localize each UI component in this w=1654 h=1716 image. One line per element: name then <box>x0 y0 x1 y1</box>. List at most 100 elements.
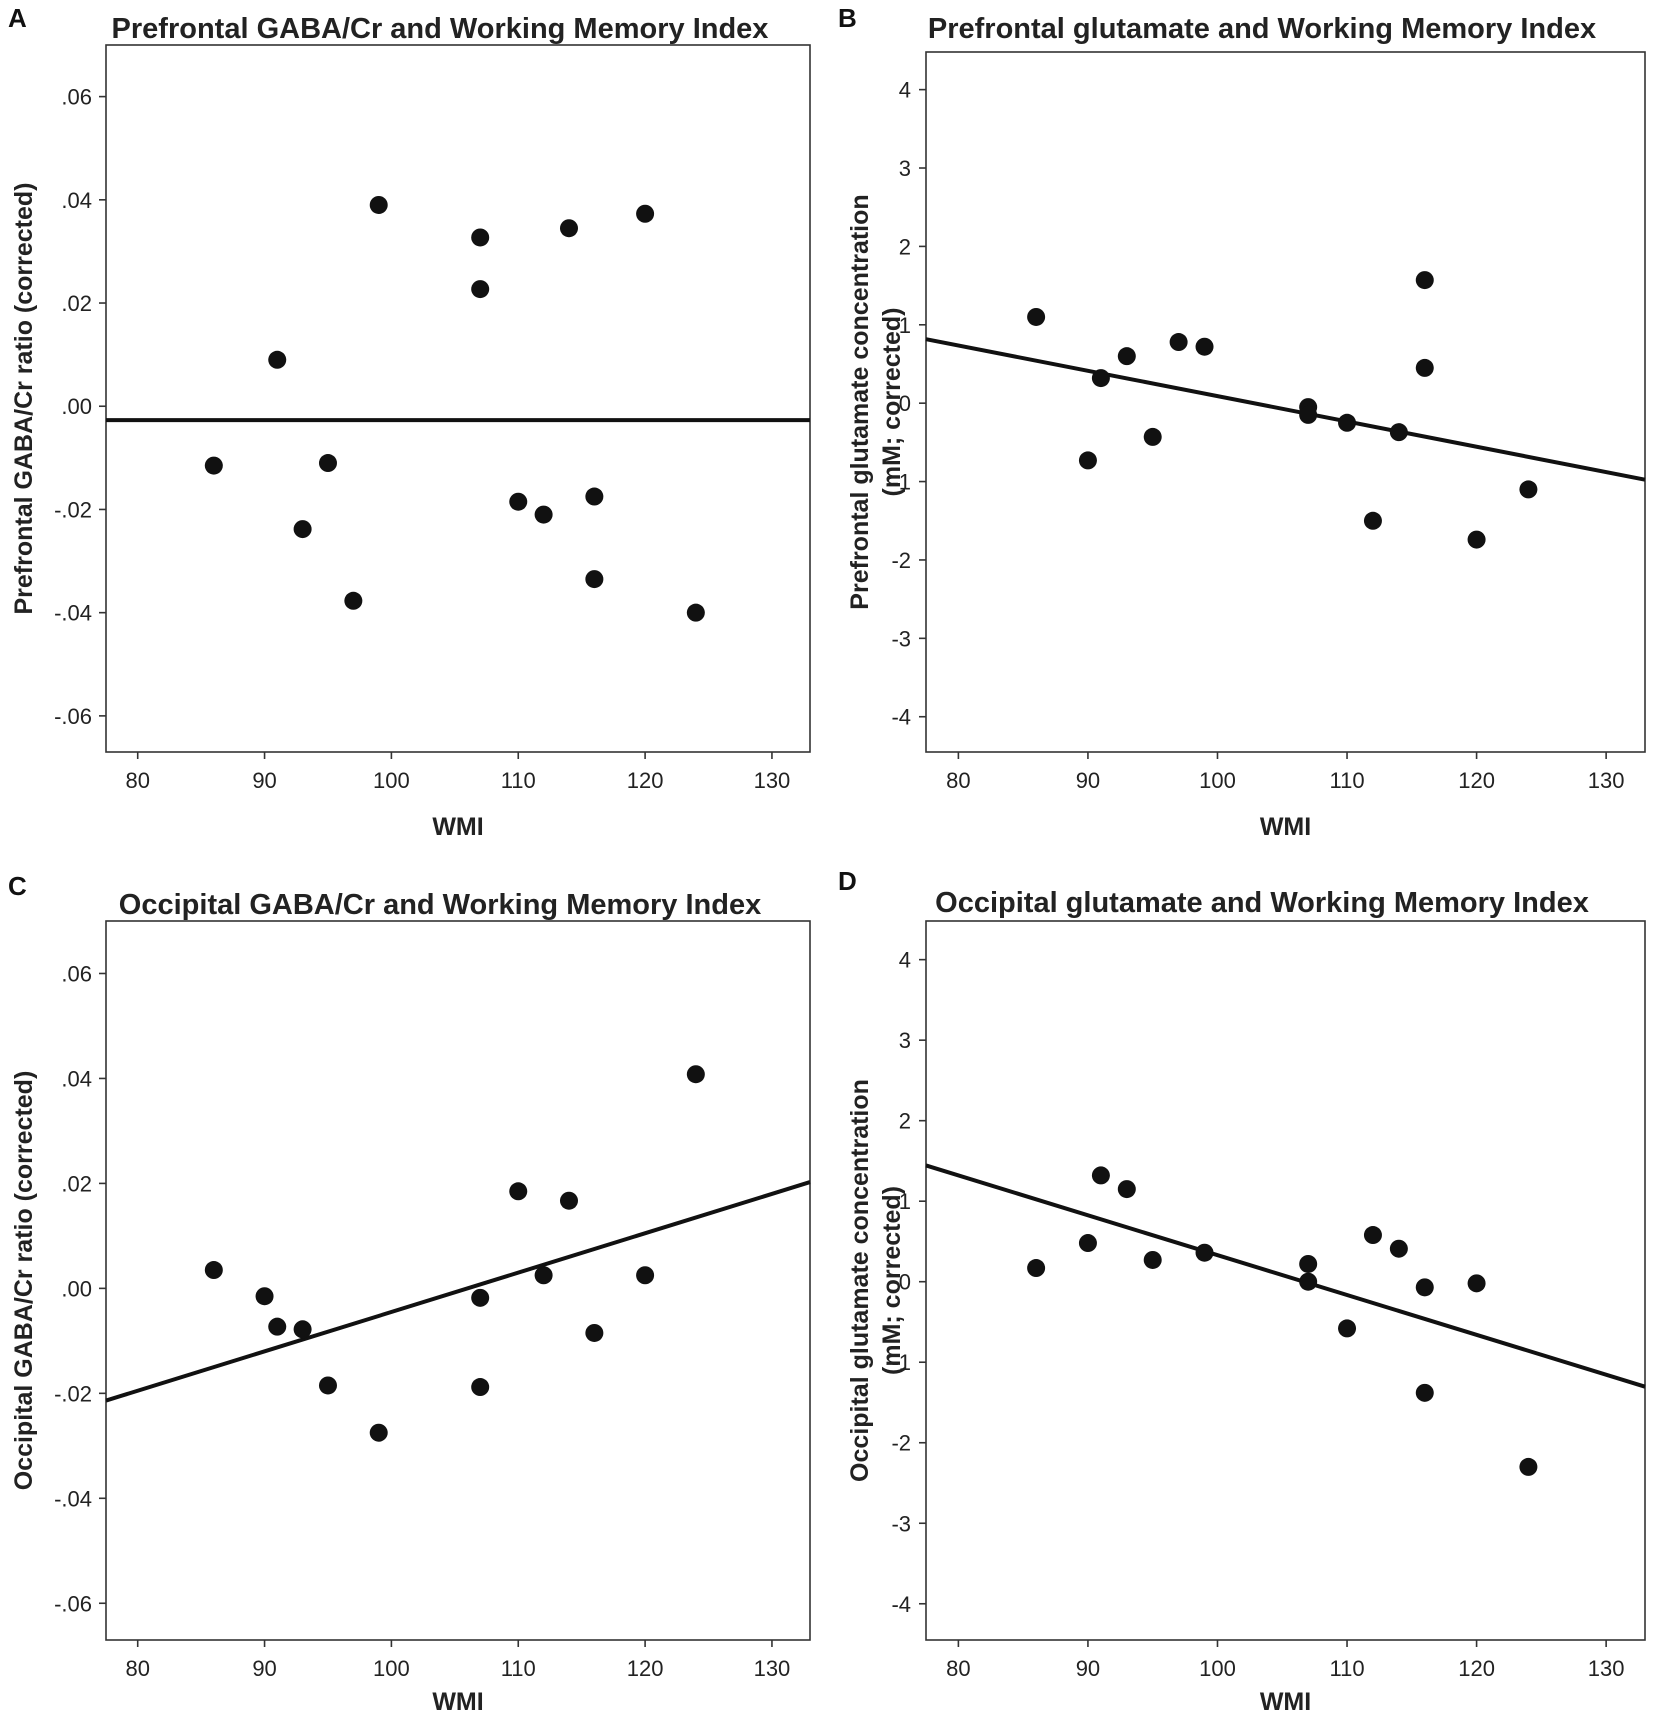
data-point <box>1363 511 1382 530</box>
y-tick-label: -2 <box>891 1431 911 1456</box>
data-point <box>204 1261 223 1280</box>
x-tick-label: 90 <box>1076 1656 1100 1681</box>
data-point <box>1338 1319 1357 1338</box>
panel-letter: D <box>838 866 857 896</box>
data-point <box>1415 271 1434 290</box>
y-tick-label: .06 <box>61 85 92 110</box>
data-point <box>1117 347 1136 366</box>
data-point <box>344 591 363 610</box>
data-point <box>1078 451 1097 470</box>
x-tick-label: 120 <box>1458 768 1495 793</box>
data-point <box>1027 1259 1046 1278</box>
x-tick-label: 100 <box>1199 1656 1236 1681</box>
y-tick-label: 1 <box>899 313 911 338</box>
y-tick-label: .04 <box>61 1066 92 1091</box>
y-tick-label: -3 <box>891 1511 911 1536</box>
chart-title: Prefrontal GABA/Cr and Working Memory In… <box>112 13 769 45</box>
data-point <box>585 570 604 589</box>
chart-title: Occipital GABA/Cr and Working Memory Ind… <box>119 889 761 921</box>
data-point <box>1091 1166 1110 1185</box>
y-tick-label: .06 <box>61 961 92 986</box>
data-point <box>1467 1274 1486 1293</box>
panel-letter: C <box>8 871 27 901</box>
data-point <box>559 219 578 238</box>
data-point <box>318 1376 337 1395</box>
y-tick-label: -.06 <box>54 704 92 729</box>
plot-area <box>925 51 1646 753</box>
y-tick-label: -1 <box>891 1350 911 1375</box>
data-point <box>509 492 528 511</box>
x-tick-label: 90 <box>1076 768 1100 793</box>
y-axis-label: Occipital GABA/Cr ratio (corrected) <box>10 1071 38 1491</box>
panel-letter: B <box>838 3 857 33</box>
data-point <box>1415 1383 1434 1402</box>
y-tick-label: -.02 <box>54 1381 92 1406</box>
y-tick-label: .04 <box>61 188 92 213</box>
plot-area <box>925 920 1646 1641</box>
regression-line <box>925 337 1646 482</box>
y-tick-label: 4 <box>899 78 911 103</box>
y-tick-label: 3 <box>899 156 911 181</box>
regression-line <box>105 1180 811 1403</box>
y-tick-label: .02 <box>61 291 92 316</box>
panel-letter: A <box>8 3 27 33</box>
data-point <box>686 603 705 622</box>
data-point <box>509 1182 528 1201</box>
y-tick-label: 0 <box>899 1270 911 1295</box>
data-point <box>268 1317 287 1336</box>
data-point <box>1027 307 1046 326</box>
x-tick-label: 120 <box>627 1656 664 1681</box>
data-point <box>1415 1278 1434 1297</box>
data-point <box>1519 480 1538 499</box>
data-point <box>1519 1457 1538 1476</box>
y-tick-label: -.02 <box>54 497 92 522</box>
x-tick-label: 110 <box>1329 768 1364 793</box>
data-point <box>1195 1243 1214 1262</box>
y-tick-label: .00 <box>61 1276 92 1301</box>
panel-a: A Prefrontal GABA/Cr and Working Memory I… <box>8 3 811 841</box>
x-tick-label: 130 <box>754 768 791 793</box>
y-tick-label: 2 <box>899 234 911 259</box>
data-point <box>255 1287 274 1306</box>
data-point <box>636 204 655 223</box>
data-point <box>1143 1250 1162 1269</box>
x-tick-label: 110 <box>1329 1656 1364 1681</box>
x-tick-label: 120 <box>1458 1656 1495 1681</box>
y-tick-label: .00 <box>61 394 92 419</box>
x-tick-label: 120 <box>627 768 664 793</box>
data-point <box>1078 1234 1097 1253</box>
y-tick-label: -.04 <box>54 1486 92 1511</box>
x-tick-label: 110 <box>501 1656 536 1681</box>
data-point <box>268 350 287 369</box>
data-point <box>471 228 490 247</box>
data-point <box>369 1423 388 1442</box>
x-tick-label: 80 <box>125 768 149 793</box>
data-point <box>471 1378 490 1397</box>
y-axis-label: (mM; corrected) <box>878 308 906 497</box>
chart-title: Occipital glutamate and Working Memory I… <box>935 887 1589 919</box>
data-point <box>585 487 604 506</box>
data-point <box>1117 1180 1136 1199</box>
x-tick-label: 110 <box>501 768 536 793</box>
regression-line <box>925 1163 1646 1389</box>
y-tick-label: 1 <box>899 1189 911 1214</box>
chart-title: Prefrontal glutamate and Working Memory … <box>928 13 1596 45</box>
y-axis-label: Occipital glutamate concentration <box>846 1079 874 1482</box>
data-point <box>1389 1239 1408 1258</box>
y-tick-label: -.06 <box>54 1591 92 1616</box>
plot-area <box>105 920 811 1641</box>
y-tick-label: -4 <box>891 1592 911 1617</box>
data-point <box>1299 1254 1318 1273</box>
y-tick-label: 2 <box>899 1109 911 1134</box>
x-axis-label: WMI <box>432 1688 483 1716</box>
x-tick-label: 90 <box>252 1656 276 1681</box>
x-tick-label: 80 <box>125 1656 149 1681</box>
y-axis-label: Prefrontal glutamate concentration <box>846 194 874 609</box>
data-point <box>1091 369 1110 388</box>
plot-area <box>105 44 811 753</box>
data-point <box>471 1288 490 1307</box>
data-point <box>1143 427 1162 446</box>
data-point <box>1415 358 1434 377</box>
data-point <box>293 1320 312 1339</box>
